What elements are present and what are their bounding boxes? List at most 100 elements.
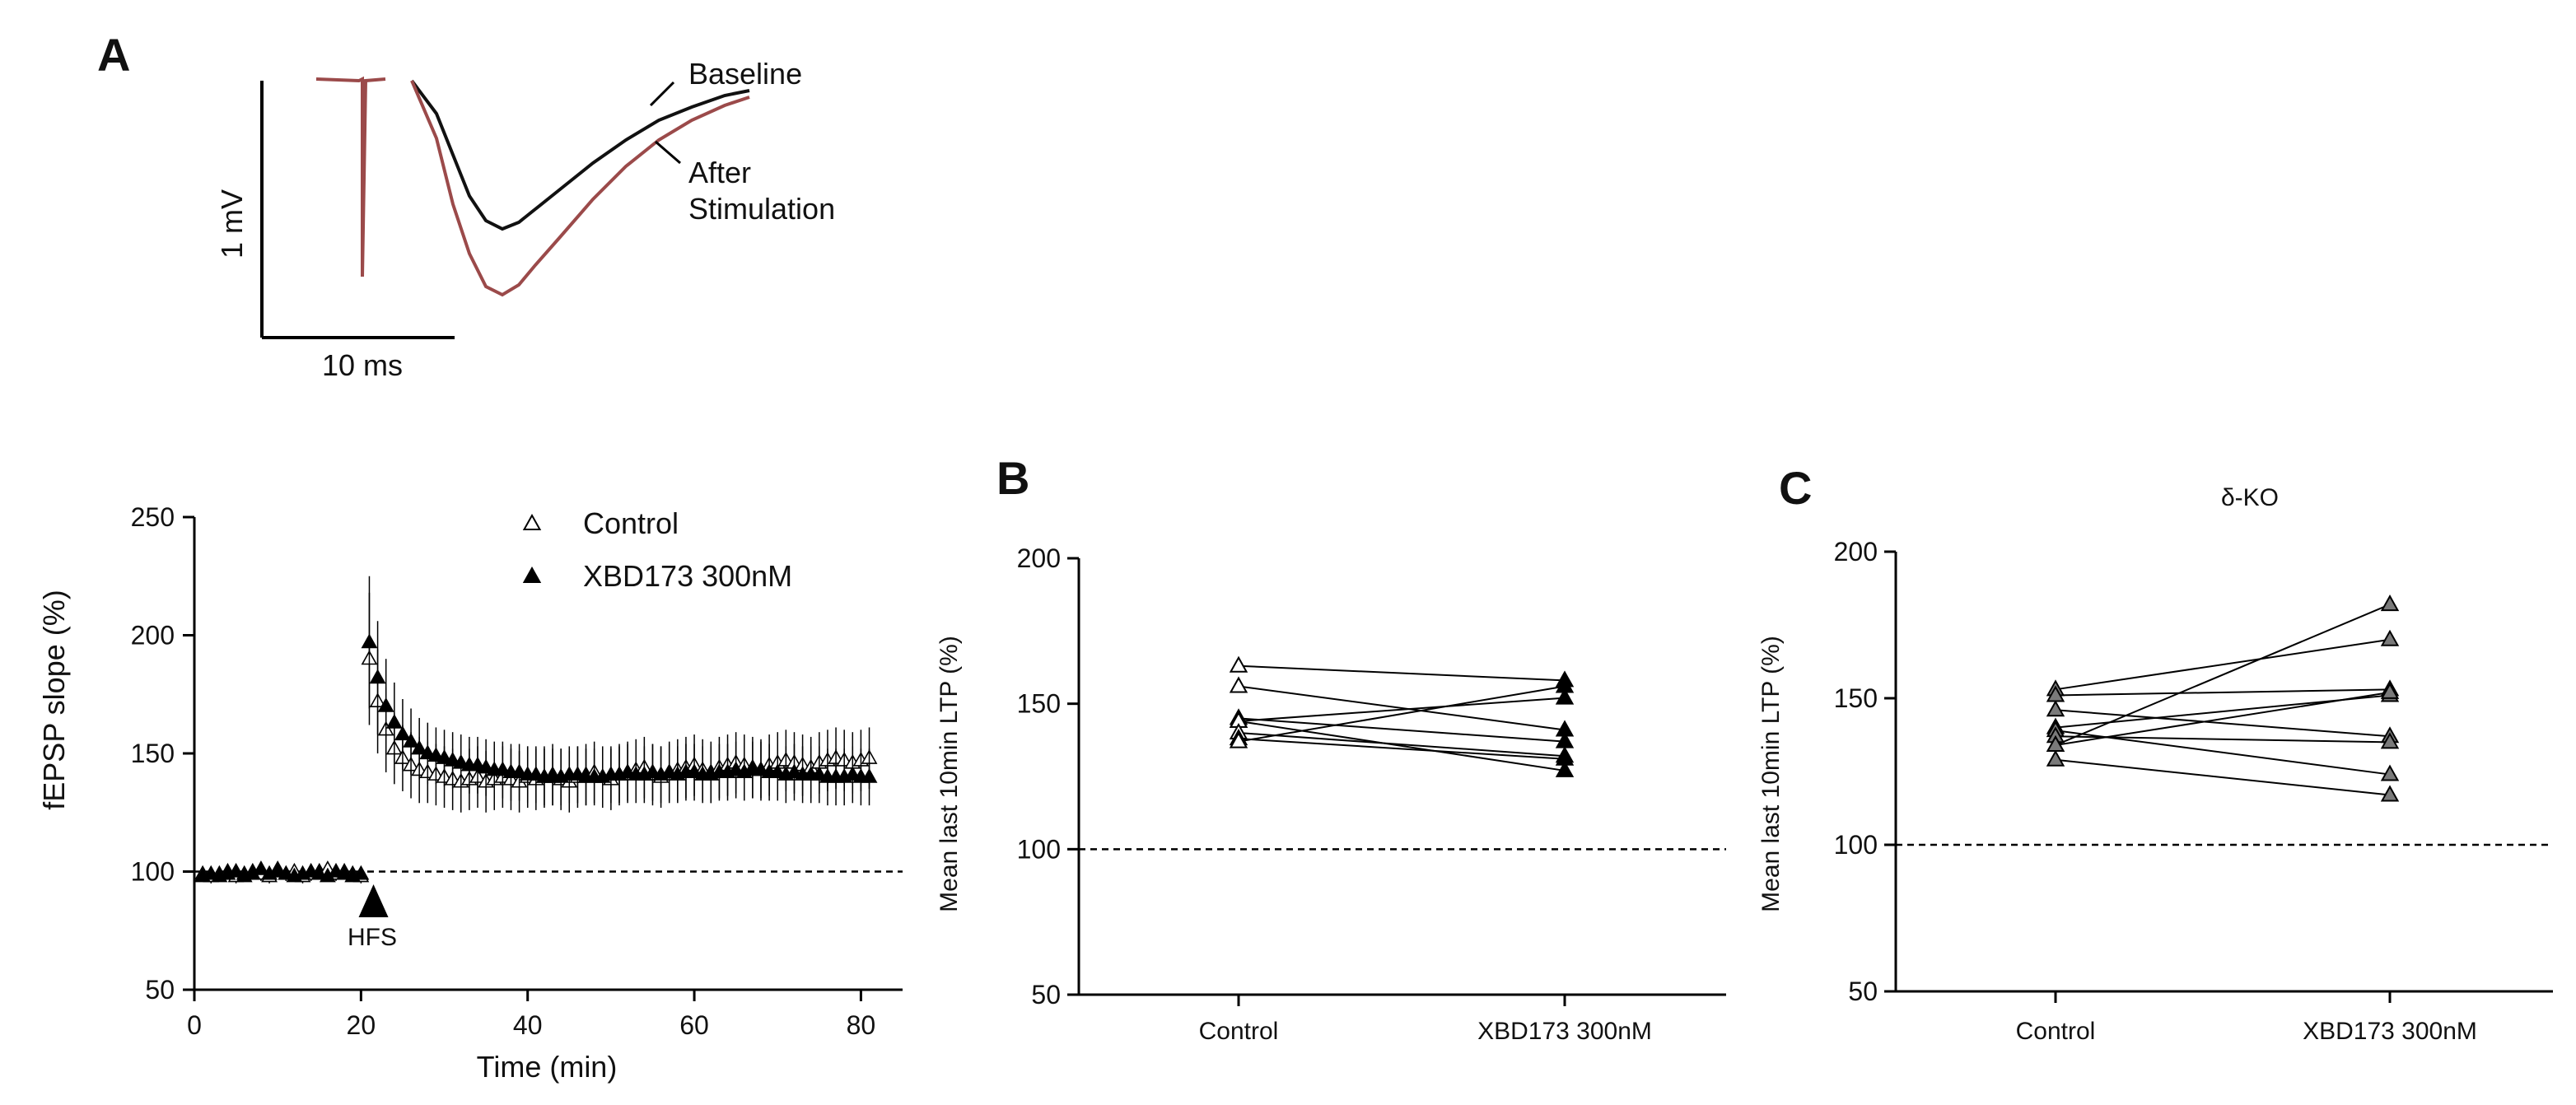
xbd-point (427, 747, 445, 762)
timecourse-chart: 50 100 150 200 250 0 20 40 60 80 Time (min) fEPSP… (37, 502, 903, 1084)
xbd-point (403, 733, 419, 748)
legend-control-marker (522, 513, 542, 530)
xbd-point (569, 766, 586, 781)
stimulation-label: Stimulation (688, 192, 835, 226)
panel-c-y-tick-label: 50 (1848, 977, 1878, 1006)
xbd-point (660, 763, 678, 779)
panel-letter-c: C (1779, 462, 1812, 514)
xbd-point (227, 862, 245, 878)
panel-b-control-point (1229, 676, 1248, 693)
timecourse-x-tick-label: 0 (187, 1010, 202, 1040)
timecourse-x-tick-label: 60 (679, 1010, 709, 1040)
scale-bar-horizontal-label: 10 ms (322, 348, 403, 382)
hfs-arrow (358, 884, 389, 917)
timecourse-marks (194, 513, 878, 884)
xbd-point (385, 714, 403, 729)
panel-c-control-point (2046, 749, 2065, 767)
panel-b-pair-line (1238, 664, 1566, 682)
panel-b-pair-line (1238, 720, 1566, 772)
xbd-point (494, 761, 511, 776)
xbd-point (269, 862, 287, 878)
xbd-point (444, 751, 461, 767)
xbd-point (753, 761, 769, 776)
panel-c-y-label: Mean last 10min LTP (%) (1757, 636, 1785, 912)
panel-b-pair-line (1238, 685, 1566, 731)
panel-b-xbd-point (1555, 676, 1575, 693)
xbd-point (511, 763, 528, 779)
legend-xbd-label: XBD173 300nM (583, 559, 792, 593)
xbd-point (686, 763, 702, 779)
panel-b-pair-line (1238, 697, 1566, 722)
xbd-point (844, 766, 861, 781)
xbd-point (810, 766, 828, 781)
xbd-point (861, 768, 878, 783)
panel-c-axes: 50 100 150 200 (1834, 537, 2553, 1006)
timecourse-y-tick-label: 250 (131, 502, 175, 532)
panel-c-xbd-point (2380, 629, 2400, 646)
panel-c-xbd-point (2380, 732, 2400, 749)
legend-xbd-marker (522, 566, 542, 583)
panel-b-xbd-point (1555, 760, 1575, 777)
timecourse-y-tick-label: 150 (131, 739, 175, 768)
panel-c-pair-line (2055, 604, 2391, 746)
panel-c-xbd-point (2380, 682, 2400, 699)
panel-b-y-tick-label: 100 (1017, 834, 1061, 864)
baseline-pointer (649, 81, 675, 107)
panel-c-xbd-point (2380, 764, 2400, 781)
panel-letter-b: B (996, 452, 1029, 504)
xbd-point (727, 761, 744, 776)
xbd-point (478, 758, 495, 774)
panel-c-y-tick-label: 100 (1834, 830, 1878, 860)
panel-b-pair-line (1238, 685, 1566, 743)
panel-c-xbd-point (2380, 594, 2400, 612)
timecourse-y-tick-label: 50 (145, 975, 175, 1005)
baseline-trace (410, 79, 750, 231)
timecourse-x-tick-label: 40 (513, 1010, 543, 1040)
panel-b-pair-line (1238, 717, 1566, 743)
panel-c-category-xbd: XBD173 300nM (2303, 1018, 2477, 1045)
timecourse-y-tick-label: 200 (131, 621, 175, 650)
xbd-point (419, 744, 436, 760)
panel-c-pair-line (2055, 688, 2391, 697)
xbd-point (302, 862, 320, 878)
xbd-point (786, 763, 803, 779)
panel-b-pair-line (1238, 738, 1566, 760)
panel-c-pair-line (2055, 638, 2391, 691)
panel-b-control-point (1229, 655, 1248, 673)
timecourse-axes: 50 100 150 200 250 0 20 40 60 80 (131, 502, 903, 1040)
panel-c-pair-line (2055, 709, 2391, 738)
timecourse-y-tick-label: 100 (131, 857, 175, 887)
panel-b-xbd-point (1555, 748, 1575, 766)
panel-c-control-point (2046, 700, 2065, 717)
xbd-point (352, 865, 370, 880)
scale-bar-vertical-label: 1 mV (215, 189, 249, 259)
timecourse-x-tick-label: 80 (847, 1010, 876, 1040)
after-stimulation-trace (410, 80, 750, 297)
xbd-point (336, 865, 353, 880)
xbd-point (253, 860, 269, 875)
panel-b-pair-line (1238, 732, 1566, 758)
panel-b-category-control: Control (1199, 1018, 1279, 1045)
panel-b-control-point (1229, 731, 1248, 748)
xbd-point (644, 763, 661, 779)
panel-c-pair-line (2055, 758, 2391, 796)
panel-c-marks (2046, 594, 2400, 802)
xbd-point (411, 739, 428, 755)
panel-c-y-tick-label: 200 (1834, 537, 1878, 566)
panel-c-pair-line (2055, 735, 2391, 744)
xbd-point (452, 753, 469, 769)
xbd-point (619, 763, 637, 779)
xbd-point (527, 766, 544, 781)
timecourse-y-label: fEPSP slope (%) (37, 590, 71, 809)
hfs-label: HFS (348, 924, 397, 951)
panel-b-y-label: Mean last 10min LTP (%) (936, 636, 963, 912)
panel-c-pair-line (2055, 691, 2391, 746)
panel-c-chart: 50 100 150 200 δ-KO Mean last 10min LTP (%)… (1757, 484, 2553, 1045)
panel-b-y-tick-label: 50 (1031, 980, 1061, 1009)
panel-b-xbd-point (1555, 688, 1575, 705)
trace-panel: 1 mV 10 ms Baseline After Stimulation (215, 57, 835, 382)
xbd-point (394, 725, 411, 741)
xbd-point (278, 865, 295, 880)
xbd-point (310, 865, 328, 880)
